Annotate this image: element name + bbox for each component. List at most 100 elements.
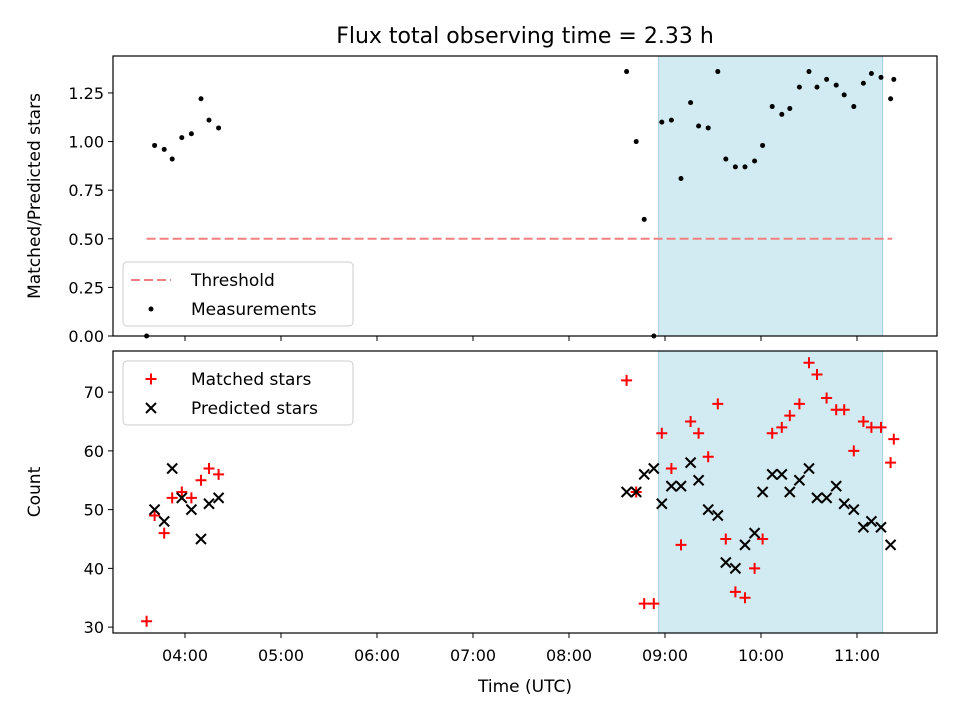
- matched-star-point: [749, 562, 761, 574]
- predicted-star-point: [811, 492, 823, 504]
- predicted-star-point: [684, 456, 697, 469]
- legend: Threshold Measurements: [122, 261, 354, 327]
- measurement-point: [161, 146, 167, 152]
- measurement-point: [198, 96, 204, 102]
- measurement-point: [742, 164, 748, 170]
- matched-star-point: [885, 457, 897, 469]
- matched-star-point: [621, 374, 633, 386]
- matched-star-point: [675, 539, 687, 551]
- predicted-star-point: [166, 462, 178, 475]
- measurement-point: [752, 158, 758, 164]
- predicted-star-point: [176, 492, 188, 504]
- x-tick-label: 07:00: [450, 646, 496, 665]
- matched-star-point: [141, 615, 153, 627]
- measurement-point: [806, 69, 812, 75]
- matched-star-point: [203, 463, 215, 474]
- measurement-point: [206, 117, 212, 123]
- matched-star-point: [838, 404, 850, 416]
- x-axis-label: Time (UTC): [477, 677, 572, 697]
- measurement-point: [833, 82, 839, 88]
- legend-box: [122, 261, 354, 327]
- matched-star-point: [693, 427, 705, 439]
- measurement-point: [641, 216, 647, 222]
- measurement-point: [169, 156, 175, 162]
- predicted-star-point: [756, 486, 769, 498]
- predicted-star-point: [838, 498, 850, 510]
- predicted-star-point: [185, 503, 198, 516]
- matched-star-point: [648, 598, 660, 610]
- matched-star-point: [185, 492, 197, 504]
- measurement-point: [891, 76, 897, 82]
- matched-star-point: [665, 463, 677, 474]
- predicted-star-point: [748, 527, 761, 539]
- axes-frame: [112, 55, 938, 337]
- x-tick-label: 10:00: [738, 646, 784, 665]
- legend-swatch-predicted: [145, 402, 157, 414]
- legend-swatch-matched: [145, 373, 157, 385]
- measurement-point: [723, 156, 729, 162]
- measurement-point: [678, 176, 684, 181]
- matched-star-point: [656, 427, 668, 439]
- predicted-star-point: [875, 521, 887, 533]
- x-tick-label: 06:00: [354, 646, 400, 665]
- measurement-point: [688, 100, 694, 106]
- y-tick-label: 1.00: [68, 133, 104, 152]
- y-tick-label: 0.50: [68, 230, 104, 249]
- matched-star-point: [784, 410, 796, 422]
- measurement-point: [841, 92, 847, 98]
- matched-star-point: [888, 433, 900, 445]
- matched-star-point: [729, 586, 741, 598]
- predicted-star-point: [820, 492, 833, 504]
- measurement-point: [878, 74, 884, 80]
- predicted-star-point: [712, 509, 724, 522]
- predicted-star-point: [830, 480, 842, 492]
- bottom-panel: 30 40 50 60 70 04:00 05:00 06:00 07:00 08:00 09:00…: [25, 350, 938, 697]
- matched-star-point: [821, 392, 833, 404]
- matched-star-point: [811, 369, 823, 380]
- predicted-star-point: [865, 515, 878, 528]
- measurement-point: [868, 71, 874, 76]
- predicted-star-point: [702, 503, 714, 516]
- matched-star-point: [702, 451, 714, 463]
- measurement-point: [769, 104, 775, 110]
- matched-star-point: [803, 357, 815, 369]
- measurement-point: [668, 117, 674, 123]
- measurement-point: [814, 84, 820, 90]
- predicted-star-point: [675, 480, 687, 492]
- matched-star-point: [638, 598, 650, 610]
- predicted-star-point: [803, 462, 815, 475]
- predicted-star-point: [720, 556, 732, 569]
- measurement-point: [659, 119, 665, 125]
- matched-star-point: [757, 533, 769, 545]
- legend-box: [122, 360, 354, 426]
- legend-label: Threshold: [190, 271, 275, 291]
- measurement-point: [188, 131, 194, 137]
- y-tick-label: 1.25: [68, 84, 104, 103]
- predicted-star-point: [766, 468, 778, 481]
- legend-label: Measurements: [191, 300, 317, 320]
- predicted-star-point: [158, 515, 170, 528]
- shaded-observing-span: [658, 350, 884, 634]
- x-tick-label: 04:00: [162, 646, 208, 665]
- predicted-star-point: [648, 462, 660, 475]
- measurement-point: [796, 84, 802, 90]
- matched-star-point: [776, 421, 788, 433]
- measurement-point: [624, 69, 630, 75]
- y-tick-label: 30: [84, 618, 104, 637]
- measurement-point: [779, 111, 785, 117]
- predicted-star-point: [203, 498, 215, 510]
- predicted-star-point: [665, 480, 678, 492]
- chart-title: Flux total observing time = 2.33 h: [336, 24, 714, 49]
- measurement-point: [633, 139, 639, 145]
- matched-star-point: [166, 492, 178, 504]
- legend-label: Matched stars: [191, 370, 311, 390]
- legend-label: Predicted stars: [191, 399, 318, 419]
- legend: Matched stars Predicted stars: [122, 360, 354, 426]
- y-tick-label: 0.75: [68, 181, 104, 200]
- matched-star-point: [720, 533, 732, 545]
- predicted-star-point: [620, 486, 633, 498]
- y-tick-label: 0.25: [68, 278, 104, 297]
- predicted-star-point: [195, 533, 207, 545]
- y-tick-label: 40: [84, 559, 104, 578]
